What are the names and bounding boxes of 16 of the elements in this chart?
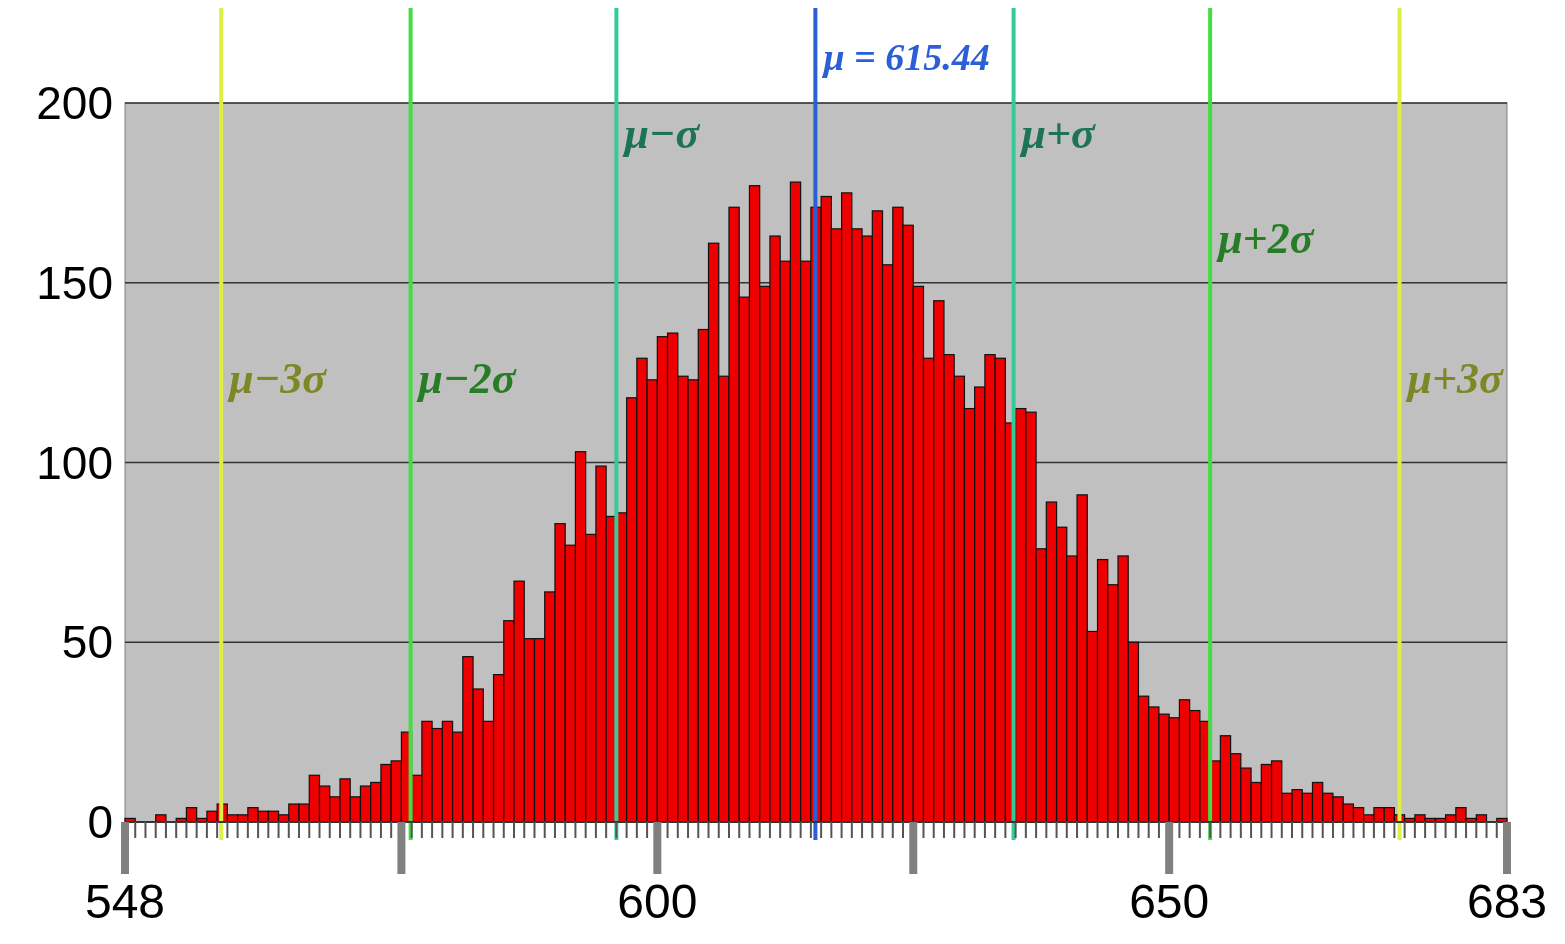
ref-line-label: μ+2σ [1216, 214, 1315, 263]
x-tick-label: 683 [1466, 875, 1548, 928]
x-tick-label: 650 [1129, 875, 1210, 928]
ref-line-label: μ−σ [622, 109, 701, 158]
ref-line-label: μ = 615.44 [821, 36, 990, 78]
y-tick-label: 50 [61, 616, 113, 669]
ref-line-label: μ−2σ [416, 354, 517, 403]
y-tick-label: 150 [36, 256, 113, 309]
ref-line-label: μ+3σ [1405, 354, 1505, 403]
y-tick-label: 100 [36, 436, 113, 489]
x-tick-label: 548 [84, 875, 166, 928]
ref-line-label: μ+σ [1019, 109, 1097, 158]
y-tick-label: 0 [87, 796, 113, 848]
ref-line-label: μ−3σ [227, 354, 328, 403]
x-tick-label: 600 [617, 875, 698, 928]
y-tick-label: 200 [36, 77, 113, 129]
